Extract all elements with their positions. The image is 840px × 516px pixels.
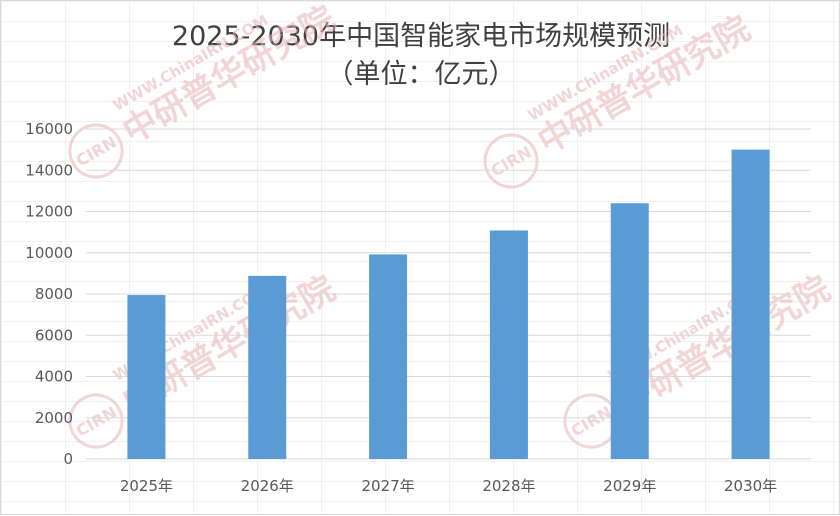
y-tick-label: 0 [63,450,73,468]
watermark-badge-text: CIRN [488,142,535,180]
y-tick-label: 8000 [35,285,73,303]
watermark-badge-icon [68,393,124,449]
watermark-badge-icon [68,123,124,179]
x-tick-label: 2027年 [361,477,414,495]
y-tick-label: 2000 [35,409,73,427]
bar [610,203,649,459]
x-tick-label: 2025年 [120,477,173,495]
y-tick-label: 12000 [25,203,73,221]
y-tick-label: 10000 [25,244,73,262]
x-tick-label: 2026年 [241,477,294,495]
bar [489,230,528,459]
watermark-badge-text: CIRN [73,402,120,440]
y-tick-label: 16000 [25,120,73,138]
chart-title: 2025-2030年中国智能家电市场规模预测 [171,21,671,52]
watermark-badge-text: CIRN [568,402,615,440]
y-tick-label: 6000 [35,326,73,344]
bar [248,275,287,459]
watermark-badge-icon [483,133,539,189]
x-tick-label: 2028年 [482,477,535,495]
x-tick-label: 2029年 [603,477,656,495]
chart-subtitle: （单位：亿元） [326,59,516,90]
x-tick-label: 2030年 [724,477,777,495]
bar [127,295,166,459]
y-tick-label: 14000 [25,161,73,179]
y-tick-label: 4000 [35,368,73,386]
bar [369,254,408,459]
bar [731,149,770,459]
watermark-badge-text: CIRN [73,132,120,170]
